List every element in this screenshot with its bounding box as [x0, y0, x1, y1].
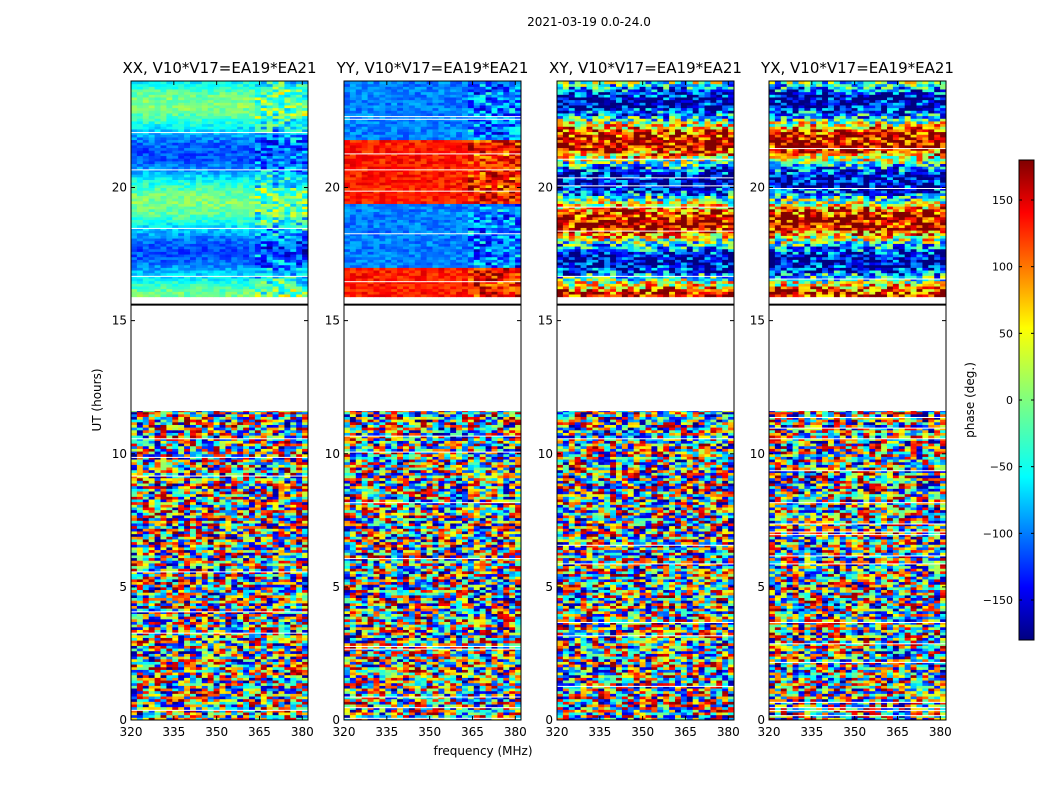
heatmap-cell — [255, 411, 261, 412]
heatmap-cell — [149, 411, 155, 412]
heatmap-cell — [243, 411, 249, 412]
heatmap-cell — [196, 411, 202, 412]
heatmap-cell — [178, 411, 184, 412]
y-axis-label: UT (hours) — [90, 368, 104, 431]
heatmap-cell — [131, 411, 137, 412]
panel-heatmap — [131, 81, 308, 721]
heatmap-cell — [208, 411, 214, 412]
heatmap-cell — [137, 411, 143, 412]
heatmap-cell — [249, 411, 255, 412]
heatmap-cell — [143, 411, 149, 412]
heatmap-cell — [237, 411, 243, 412]
heatmap-cell — [166, 411, 172, 412]
heatmap-cell — [184, 411, 190, 412]
heatmap-cell — [296, 411, 302, 412]
heatmap-cell — [161, 411, 167, 412]
heatmap-cell — [155, 411, 161, 412]
heatmap-cell — [267, 411, 273, 412]
figure-suptitle: 2021-03-19 0.0-24.0 — [527, 15, 651, 29]
heatmap-cell — [214, 411, 220, 412]
heatmap-cell — [220, 411, 226, 412]
heatmap-cell — [261, 411, 267, 412]
heatmap-cell — [225, 411, 231, 412]
heatmap-cell — [290, 411, 296, 412]
heatmap-cell — [231, 411, 237, 412]
heatmap-cell — [279, 411, 285, 412]
heatmap-cell — [302, 411, 308, 412]
heatmap-cell — [202, 411, 208, 412]
heatmap-cell — [172, 411, 178, 412]
heatmap-cell — [190, 411, 196, 412]
heatmap-cell — [273, 411, 279, 412]
x-axis-label: frequency (MHz) — [433, 744, 532, 758]
heatmap-cell — [284, 411, 290, 412]
